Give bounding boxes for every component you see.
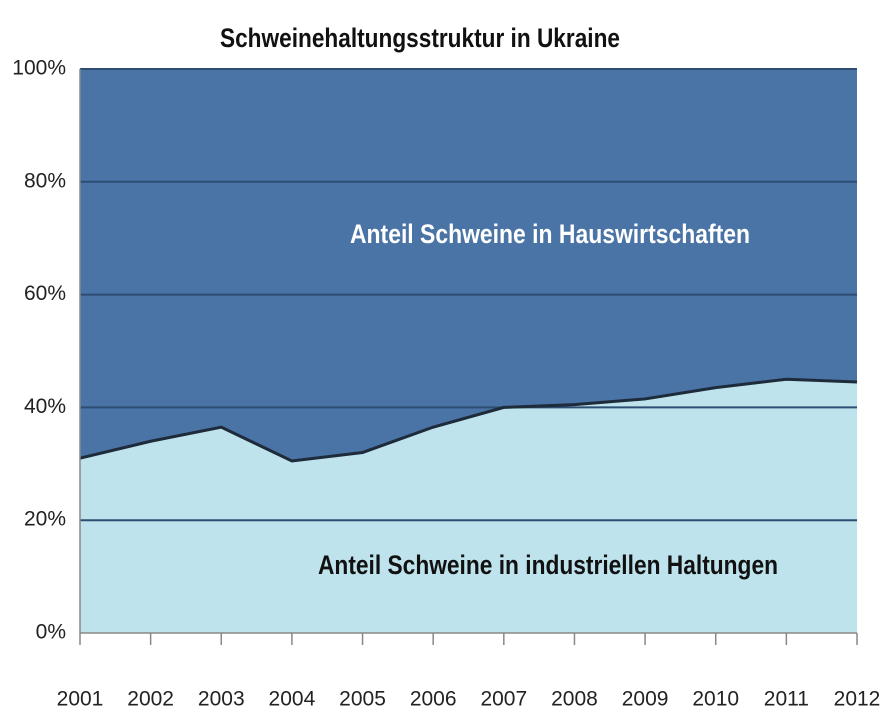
area xyxy=(80,69,857,461)
y-tick-label: 20% xyxy=(24,508,66,531)
series-label: Anteil Schweine in Hauswirtschaften xyxy=(350,219,750,249)
x-tick-label: 2005 xyxy=(339,688,386,711)
x-tick-label: 2009 xyxy=(622,688,669,711)
y-tick-label: 80% xyxy=(24,169,66,192)
x-tick-label: 2006 xyxy=(410,688,457,711)
y-tick-label: 0% xyxy=(36,621,66,644)
series-label: Anteil Schweine in industriellen Haltung… xyxy=(318,550,778,580)
x-tick-label: 2010 xyxy=(692,688,739,711)
x-tick-label: 2004 xyxy=(269,688,316,711)
y-tick-label: 40% xyxy=(24,395,66,418)
x-tick-label: 2011 xyxy=(764,688,809,711)
x-tick-label: 2002 xyxy=(127,688,174,711)
y-tick-label: 100% xyxy=(12,57,66,80)
boundary-line xyxy=(79,377,858,463)
x-tick-label: 2001 xyxy=(57,688,104,711)
chart-title: Schweinehaltungsstruktur in Ukraine xyxy=(220,23,620,53)
x-tick-label: 2007 xyxy=(480,688,527,711)
x-tick-label: 2003 xyxy=(198,688,245,711)
x-tick-label: 2012 xyxy=(834,688,881,711)
x-tick-label: 2008 xyxy=(551,688,598,711)
y-tick-label: 60% xyxy=(24,282,66,305)
area xyxy=(80,379,857,633)
